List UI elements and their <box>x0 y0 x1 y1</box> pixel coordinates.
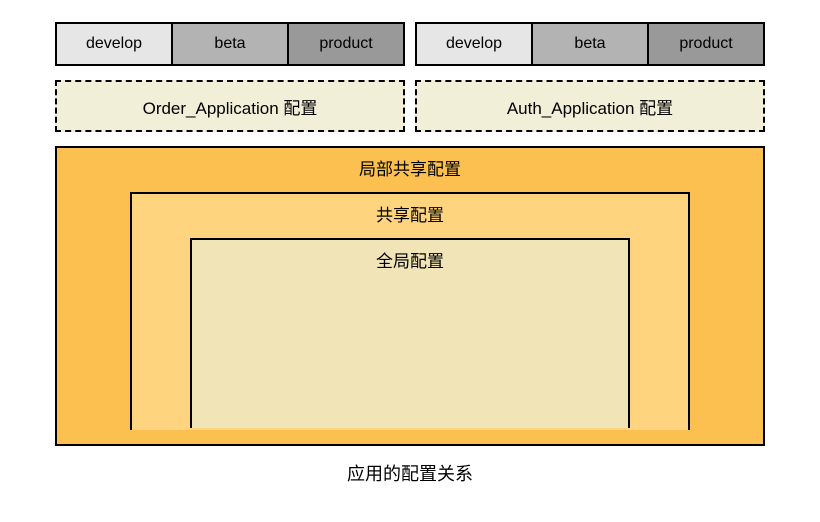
diagram-caption: 应用的配置关系 <box>55 460 765 486</box>
env-group-right: develop beta product <box>415 22 765 66</box>
nested-outer: 局部共享配置 共享配置 全局配置 <box>55 146 765 446</box>
env-label: product <box>679 35 732 53</box>
env-cell-product: product <box>649 22 765 66</box>
env-label: develop <box>86 35 142 53</box>
env-label: product <box>319 35 372 53</box>
app-box-label: Order_Application 配置 <box>143 94 318 119</box>
nested-middle-label: 共享配置 <box>132 204 688 228</box>
env-cell-product: product <box>289 22 405 66</box>
env-cell-develop: develop <box>415 22 533 66</box>
env-label: beta <box>574 35 605 53</box>
env-group-left: develop beta product <box>55 22 405 66</box>
env-cell-beta: beta <box>173 22 289 66</box>
env-cell-develop: develop <box>55 22 173 66</box>
nested-inner-label: 全局配置 <box>192 250 628 274</box>
app-box-order: Order_Application 配置 <box>55 80 405 132</box>
nested-middle: 共享配置 全局配置 <box>130 192 690 430</box>
app-box-auth: Auth_Application 配置 <box>415 80 765 132</box>
env-label: beta <box>214 35 245 53</box>
nested-outer-label: 局部共享配置 <box>57 158 763 182</box>
app-box-label: Auth_Application 配置 <box>507 94 673 119</box>
env-label: develop <box>446 35 502 53</box>
environment-row: develop beta product develop beta produc… <box>55 22 765 66</box>
nested-inner: 全局配置 <box>190 238 630 428</box>
application-row: Order_Application 配置 Auth_Application 配置 <box>55 80 765 132</box>
env-cell-beta: beta <box>533 22 649 66</box>
config-diagram: develop beta product develop beta produc… <box>55 22 765 486</box>
